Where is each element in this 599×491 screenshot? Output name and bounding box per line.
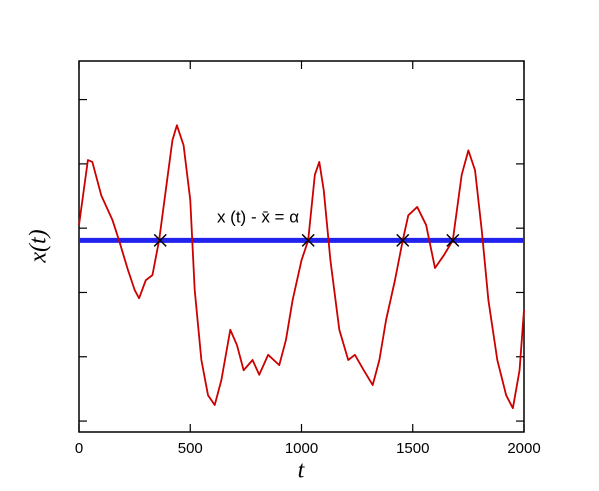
x-tick-label: 0: [75, 440, 83, 457]
y-axis-title: x(t): [26, 229, 52, 263]
plot-frame: [78, 60, 525, 433]
x-axis-title: t: [298, 458, 306, 484]
cross-marker: [301, 233, 315, 247]
cross-marker: [153, 233, 167, 247]
cross-marker: [446, 233, 460, 247]
x-tick-label: 1000: [285, 440, 318, 457]
cross-marker: [396, 233, 410, 247]
data-line: [78, 124, 525, 410]
x-tick-label: 1500: [396, 440, 429, 457]
x-tick-label: 2000: [507, 440, 540, 457]
x-tick-label: 500: [178, 440, 203, 457]
annotation: x (t) - x̄ = α: [217, 207, 299, 226]
